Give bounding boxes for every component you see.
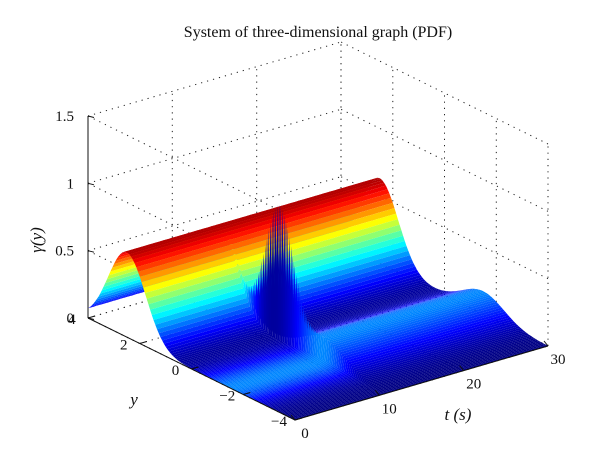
back-wall-gridline <box>87 41 342 117</box>
surface-strip <box>255 315 511 402</box>
left-wall-gridline <box>87 182 296 286</box>
z-tick-mark <box>87 250 95 253</box>
y-tick-mark <box>87 315 96 319</box>
surface-strip <box>284 340 540 416</box>
surface-strip <box>248 307 504 398</box>
z-tick-mark <box>87 115 95 118</box>
surface-strip <box>167 260 423 352</box>
surface-strip <box>245 303 500 397</box>
surface-strip <box>267 327 523 408</box>
x-tick-label: 30 <box>551 352 566 368</box>
surface-strip <box>286 341 542 417</box>
floor-gridline <box>87 243 342 319</box>
y-tick-label: 4 <box>68 312 76 328</box>
surface-strip <box>265 326 521 407</box>
surface-strip <box>139 202 395 283</box>
surface-strip <box>253 313 509 401</box>
z-axis-label: γ(y) <box>27 227 46 253</box>
surface-strip <box>282 339 538 415</box>
x-tick-mark <box>290 414 296 421</box>
y-tick-label: 2 <box>120 338 128 354</box>
x-tick-mark <box>374 389 380 396</box>
z-tick-mark <box>87 317 95 320</box>
surface-strip <box>172 237 428 358</box>
label-layer: γ(y) y t (s) <box>27 227 472 424</box>
surface-strip <box>132 185 388 264</box>
z-tick-label: 1.5 <box>55 109 74 125</box>
z-tick-label: 1 <box>67 176 75 192</box>
y-tick-mark <box>139 341 147 344</box>
side-wall-gridline <box>340 41 549 145</box>
back-wall-gridline <box>87 108 342 184</box>
surface-strip <box>126 178 381 253</box>
y-tick-label: −2 <box>219 389 235 405</box>
z-tick-label: 0.5 <box>55 244 74 260</box>
surface-strip <box>124 177 379 252</box>
x-tick-mark <box>459 365 465 372</box>
surface-strip <box>134 189 390 268</box>
surface-strip <box>251 311 507 400</box>
back-wall-gridline <box>87 176 342 252</box>
surface-strip <box>262 322 517 405</box>
surface-strip <box>277 335 533 413</box>
surface-layer <box>88 177 548 420</box>
x-tick-label: 20 <box>466 377 481 393</box>
surface-strip <box>165 267 421 350</box>
surface-strip <box>270 330 526 409</box>
surface-strip <box>263 324 519 406</box>
surface-strip <box>257 317 512 403</box>
x-tick-label: 10 <box>382 401 397 417</box>
y-axis-label: y <box>128 390 138 409</box>
chart-title: System of three-dimensional graph (PDF) <box>184 24 452 41</box>
z-tick-label: 0 <box>67 311 75 327</box>
surface-strip <box>250 309 505 399</box>
surface-strip <box>272 332 528 410</box>
x-axis-label: t (s) <box>445 405 472 424</box>
surface-strip <box>274 333 529 411</box>
surface-strip <box>127 178 383 255</box>
x-tick-label: 0 <box>301 426 309 442</box>
surface-strip <box>288 342 543 418</box>
y-tick-label: 0 <box>172 363 180 379</box>
surface-strip <box>291 344 547 420</box>
surface-strip <box>269 329 524 409</box>
surface-strip <box>258 319 514 403</box>
surface-strip <box>293 344 548 420</box>
side-wall-gridline <box>340 108 549 212</box>
z-tick-mark <box>87 182 95 186</box>
surface-strip <box>129 180 385 257</box>
left-wall-gridline <box>87 115 296 219</box>
y-tick-mark <box>191 366 199 370</box>
x-axis-line <box>294 345 549 421</box>
surface-strip <box>279 337 535 414</box>
surface-strip <box>246 305 502 397</box>
surface-strip <box>138 197 393 277</box>
surface-strip <box>276 334 531 412</box>
surface-strip <box>131 182 386 260</box>
y-tick-mark <box>243 392 251 395</box>
surface-strip <box>289 343 545 419</box>
surface-strip <box>281 338 536 414</box>
y-tick-label: −4 <box>271 414 287 430</box>
y-tick-mark <box>294 417 303 421</box>
surface-strip <box>260 321 516 404</box>
surface-strip <box>136 193 391 272</box>
x-tick-mark <box>543 340 549 347</box>
